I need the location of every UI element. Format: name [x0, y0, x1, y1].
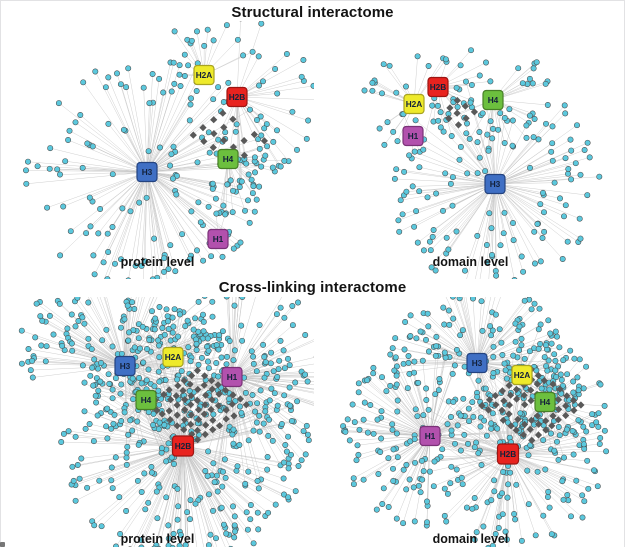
svg-text:H3: H3: [142, 167, 153, 177]
svg-text:H2B: H2B: [175, 441, 192, 451]
svg-text:H3: H3: [120, 361, 131, 371]
svg-text:H2A: H2A: [514, 370, 531, 380]
svg-text:H4: H4: [540, 397, 551, 407]
svg-text:H1: H1: [408, 131, 419, 141]
svg-text:H1: H1: [227, 372, 238, 382]
svg-text:H2A: H2A: [196, 70, 213, 80]
svg-text:H2B: H2B: [500, 449, 517, 459]
svg-text:H2B: H2B: [430, 82, 447, 92]
svg-text:H2B: H2B: [229, 92, 246, 102]
svg-text:H4: H4: [141, 395, 152, 405]
svg-text:H4: H4: [488, 95, 499, 105]
svg-text:H3: H3: [472, 358, 483, 368]
svg-text:H1: H1: [425, 431, 436, 441]
svg-text:H3: H3: [490, 179, 501, 189]
svg-text:H1: H1: [213, 234, 224, 244]
svg-text:H4: H4: [223, 154, 234, 164]
svg-text:H2A: H2A: [165, 352, 182, 362]
svg-text:H2A: H2A: [406, 99, 423, 109]
